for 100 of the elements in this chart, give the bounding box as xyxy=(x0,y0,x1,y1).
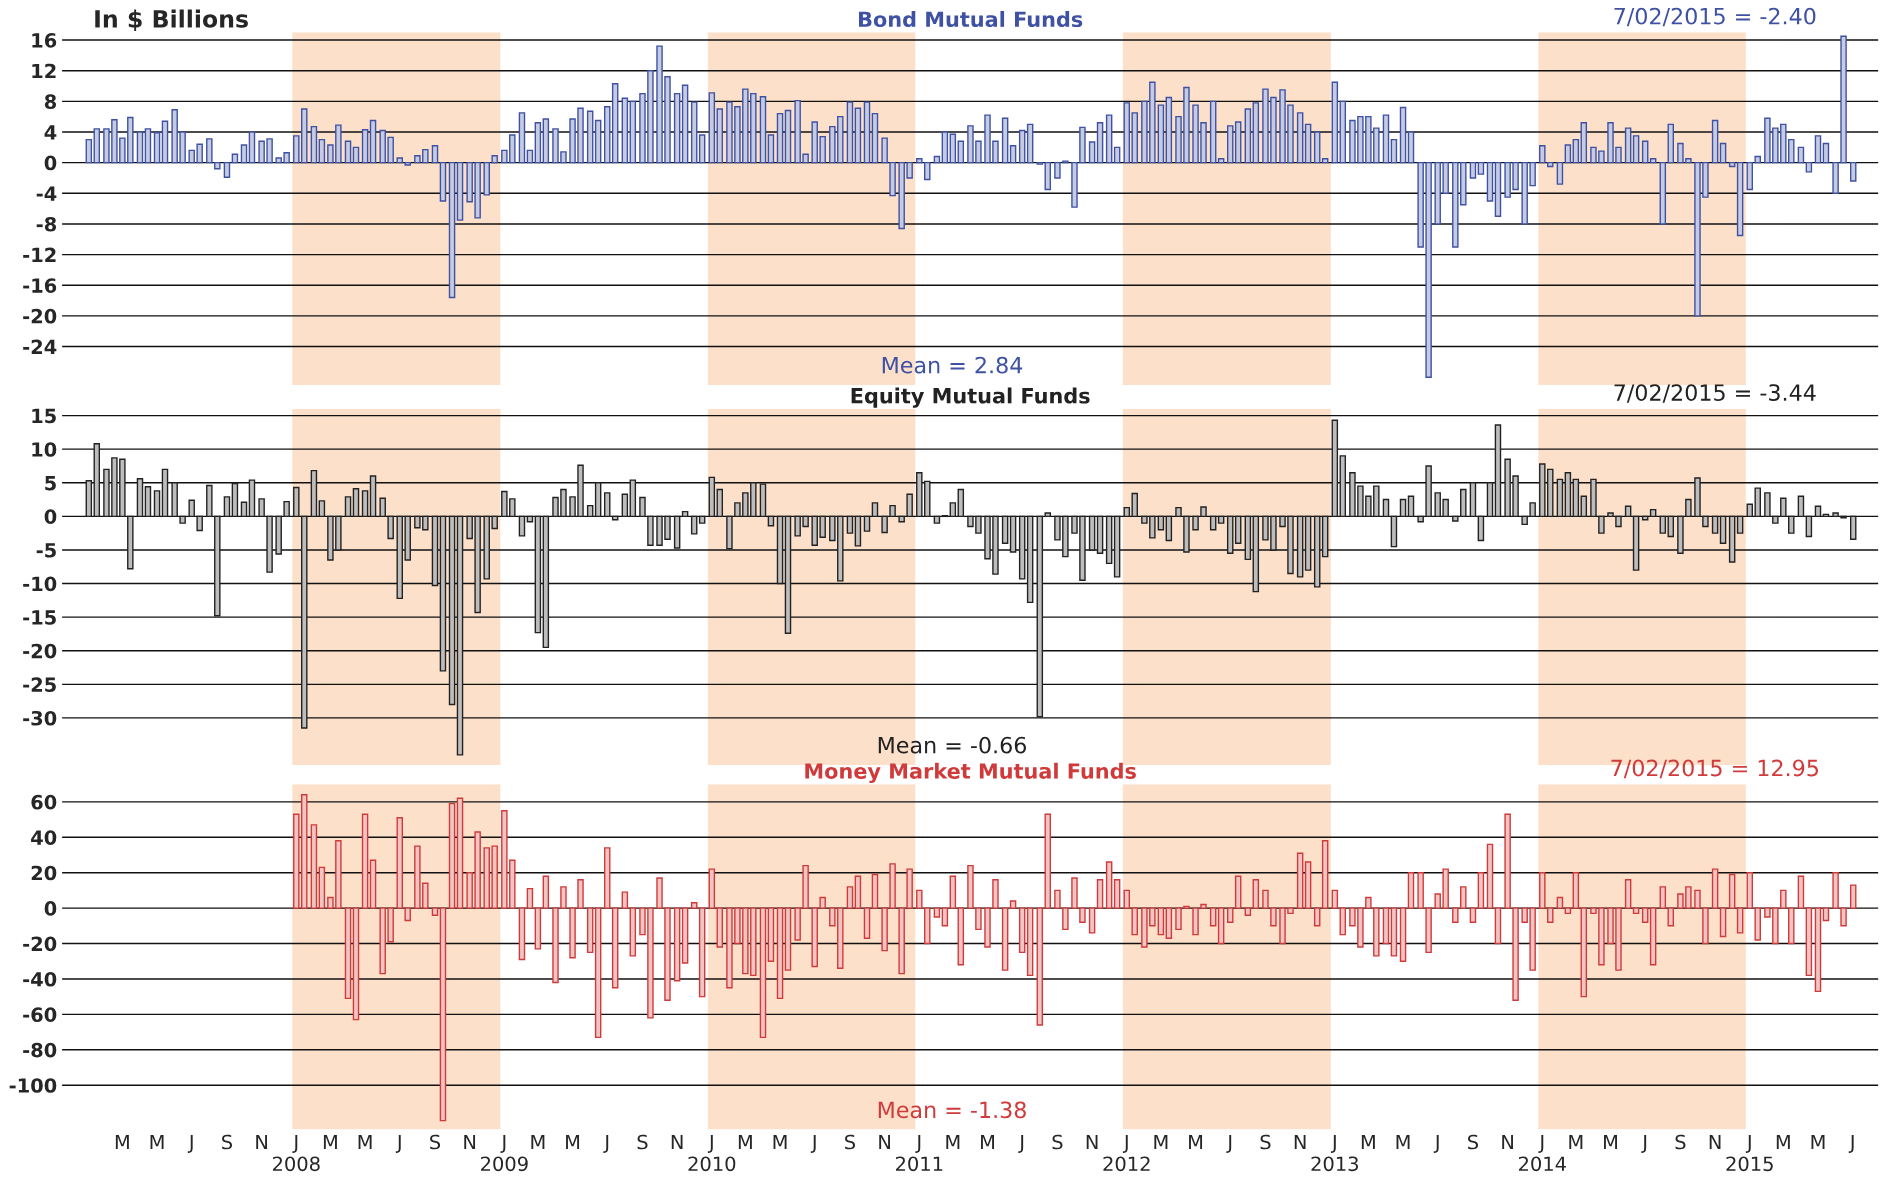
bar xyxy=(542,875,550,909)
bar xyxy=(136,478,144,518)
y-tick-label: 8 xyxy=(44,94,57,110)
bar xyxy=(1165,907,1173,939)
bar xyxy=(223,496,231,518)
y-tick-label: 5 xyxy=(45,475,56,491)
bar xyxy=(1632,135,1640,164)
y-tick-label: -5 xyxy=(36,543,56,558)
bar xyxy=(1044,161,1052,191)
bar xyxy=(776,515,784,585)
bar xyxy=(1469,161,1477,179)
bar xyxy=(673,92,681,164)
bar xyxy=(1641,907,1649,923)
bar xyxy=(1113,879,1121,909)
y-tick-label: 20 xyxy=(31,865,57,881)
bar xyxy=(161,468,169,518)
bar xyxy=(1849,515,1857,540)
y-tick-label: 16 xyxy=(32,33,57,48)
bar xyxy=(1711,868,1719,909)
chart-title: Bond Mutual Funds xyxy=(859,10,1083,28)
bar xyxy=(1797,146,1805,164)
x-tick-label: J 2009 xyxy=(481,1134,528,1172)
bar xyxy=(1659,161,1667,225)
bar xyxy=(85,138,93,164)
bar xyxy=(1018,907,1026,954)
x-tick-label: M xyxy=(1189,1134,1203,1150)
bar xyxy=(1399,106,1407,164)
bar xyxy=(1667,515,1675,538)
bar xyxy=(1331,81,1339,164)
bar xyxy=(526,149,534,164)
bar xyxy=(1797,875,1805,909)
x-tick-label: M xyxy=(115,1134,129,1150)
y-tick-label: 12 xyxy=(32,63,56,79)
bar xyxy=(1001,515,1009,544)
bar xyxy=(1252,102,1260,164)
bar xyxy=(1667,907,1675,927)
y-tick-label: 0 xyxy=(44,509,57,525)
y-tick-label: -20 xyxy=(23,643,57,659)
bar xyxy=(361,490,369,518)
y-tick-label: -8 xyxy=(36,216,57,232)
bar xyxy=(93,443,101,518)
bar xyxy=(1407,131,1415,164)
bar xyxy=(1736,515,1744,534)
bar xyxy=(586,110,594,164)
chart-title: Money Market Mutual Funds xyxy=(805,762,1136,784)
bar xyxy=(1036,907,1044,1026)
bar xyxy=(603,106,611,164)
bar xyxy=(1217,158,1225,164)
x-tick-label: M xyxy=(1811,1134,1825,1150)
x-tick-label: S xyxy=(222,1134,233,1150)
bar xyxy=(1296,112,1304,164)
bar xyxy=(949,875,957,909)
bar xyxy=(759,907,767,1039)
bar xyxy=(854,107,862,164)
bar xyxy=(1564,471,1572,518)
bar xyxy=(1165,515,1173,542)
bar xyxy=(1805,907,1813,977)
bar xyxy=(784,109,792,164)
bar xyxy=(439,161,447,202)
x-tick-label: J xyxy=(1226,1134,1232,1153)
x-tick-label: N xyxy=(464,1134,476,1150)
bar xyxy=(1469,907,1477,923)
x-tick-label: N xyxy=(1709,1134,1721,1150)
bar xyxy=(439,515,447,672)
bar xyxy=(629,479,637,518)
bar xyxy=(1399,498,1407,518)
bar xyxy=(1234,875,1242,909)
bar xyxy=(1728,161,1736,168)
bar xyxy=(369,475,377,518)
y-tick-label: -80 xyxy=(23,1042,57,1058)
bar xyxy=(1641,140,1649,164)
bar xyxy=(957,140,965,164)
bar xyxy=(1728,515,1736,563)
bar xyxy=(1009,145,1017,164)
x-tick-label: J 2013 xyxy=(1311,1134,1358,1172)
bar xyxy=(603,847,611,909)
bar xyxy=(1382,114,1390,164)
bar xyxy=(1564,907,1572,915)
bar xyxy=(871,112,879,164)
bar xyxy=(1407,871,1415,909)
x-tick-label: M xyxy=(566,1134,580,1150)
bar xyxy=(776,907,784,1000)
bar xyxy=(1494,907,1502,945)
bar xyxy=(1044,813,1052,909)
bar xyxy=(1304,861,1312,909)
bar xyxy=(526,887,534,909)
bar xyxy=(144,128,152,164)
bar xyxy=(1088,907,1096,934)
bar xyxy=(941,131,949,164)
bar xyxy=(767,907,775,962)
bar xyxy=(708,868,716,909)
bar xyxy=(1331,419,1339,518)
bar xyxy=(1252,515,1260,593)
bar xyxy=(611,83,619,164)
bar xyxy=(854,515,862,547)
bar xyxy=(1580,907,1588,998)
bar xyxy=(1797,495,1805,518)
bar xyxy=(1088,141,1096,164)
bar xyxy=(153,132,161,164)
x-tick-label: J 2015 xyxy=(1726,1134,1773,1172)
